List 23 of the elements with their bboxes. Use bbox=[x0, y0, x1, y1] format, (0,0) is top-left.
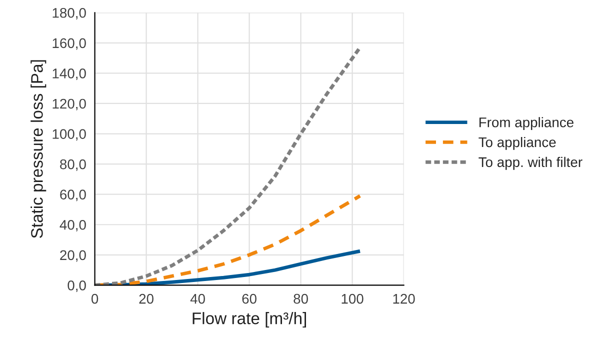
y-tick-label: 140,0 bbox=[52, 68, 86, 80]
x-tick-label: 0 bbox=[91, 294, 98, 304]
y-tick-label: 20,0 bbox=[60, 250, 86, 262]
line-series bbox=[94, 46, 362, 286]
x-tick-label: 60 bbox=[242, 294, 256, 304]
y-axis-title: Static pressure loss [Pa] bbox=[30, 60, 46, 238]
y-tick-label: 60,0 bbox=[60, 190, 86, 202]
y-tick-label: 0,0 bbox=[68, 280, 86, 292]
x-axis-title: Flow rate [m³/h] bbox=[192, 312, 306, 328]
x-tick-label: 120 bbox=[393, 294, 415, 304]
legend-label: To appliance bbox=[478, 136, 556, 150]
x-tick-label: 80 bbox=[294, 294, 308, 304]
x-tick-label: 40 bbox=[190, 294, 205, 304]
y-tick-label: 80,0 bbox=[60, 159, 86, 171]
x-tick-label: 100 bbox=[342, 294, 364, 304]
y-tick-label: 120,0 bbox=[52, 98, 86, 110]
legend-label: To app. with filter bbox=[478, 156, 582, 170]
legend-label: From appliance bbox=[479, 117, 574, 130]
y-tick-label: 100,0 bbox=[52, 129, 86, 141]
x-tick-label: 20 bbox=[139, 294, 154, 304]
y-tick-label: 40,0 bbox=[60, 220, 86, 232]
y-tick-label: 180,0 bbox=[52, 8, 86, 20]
y-tick-label: 160,0 bbox=[52, 38, 86, 50]
